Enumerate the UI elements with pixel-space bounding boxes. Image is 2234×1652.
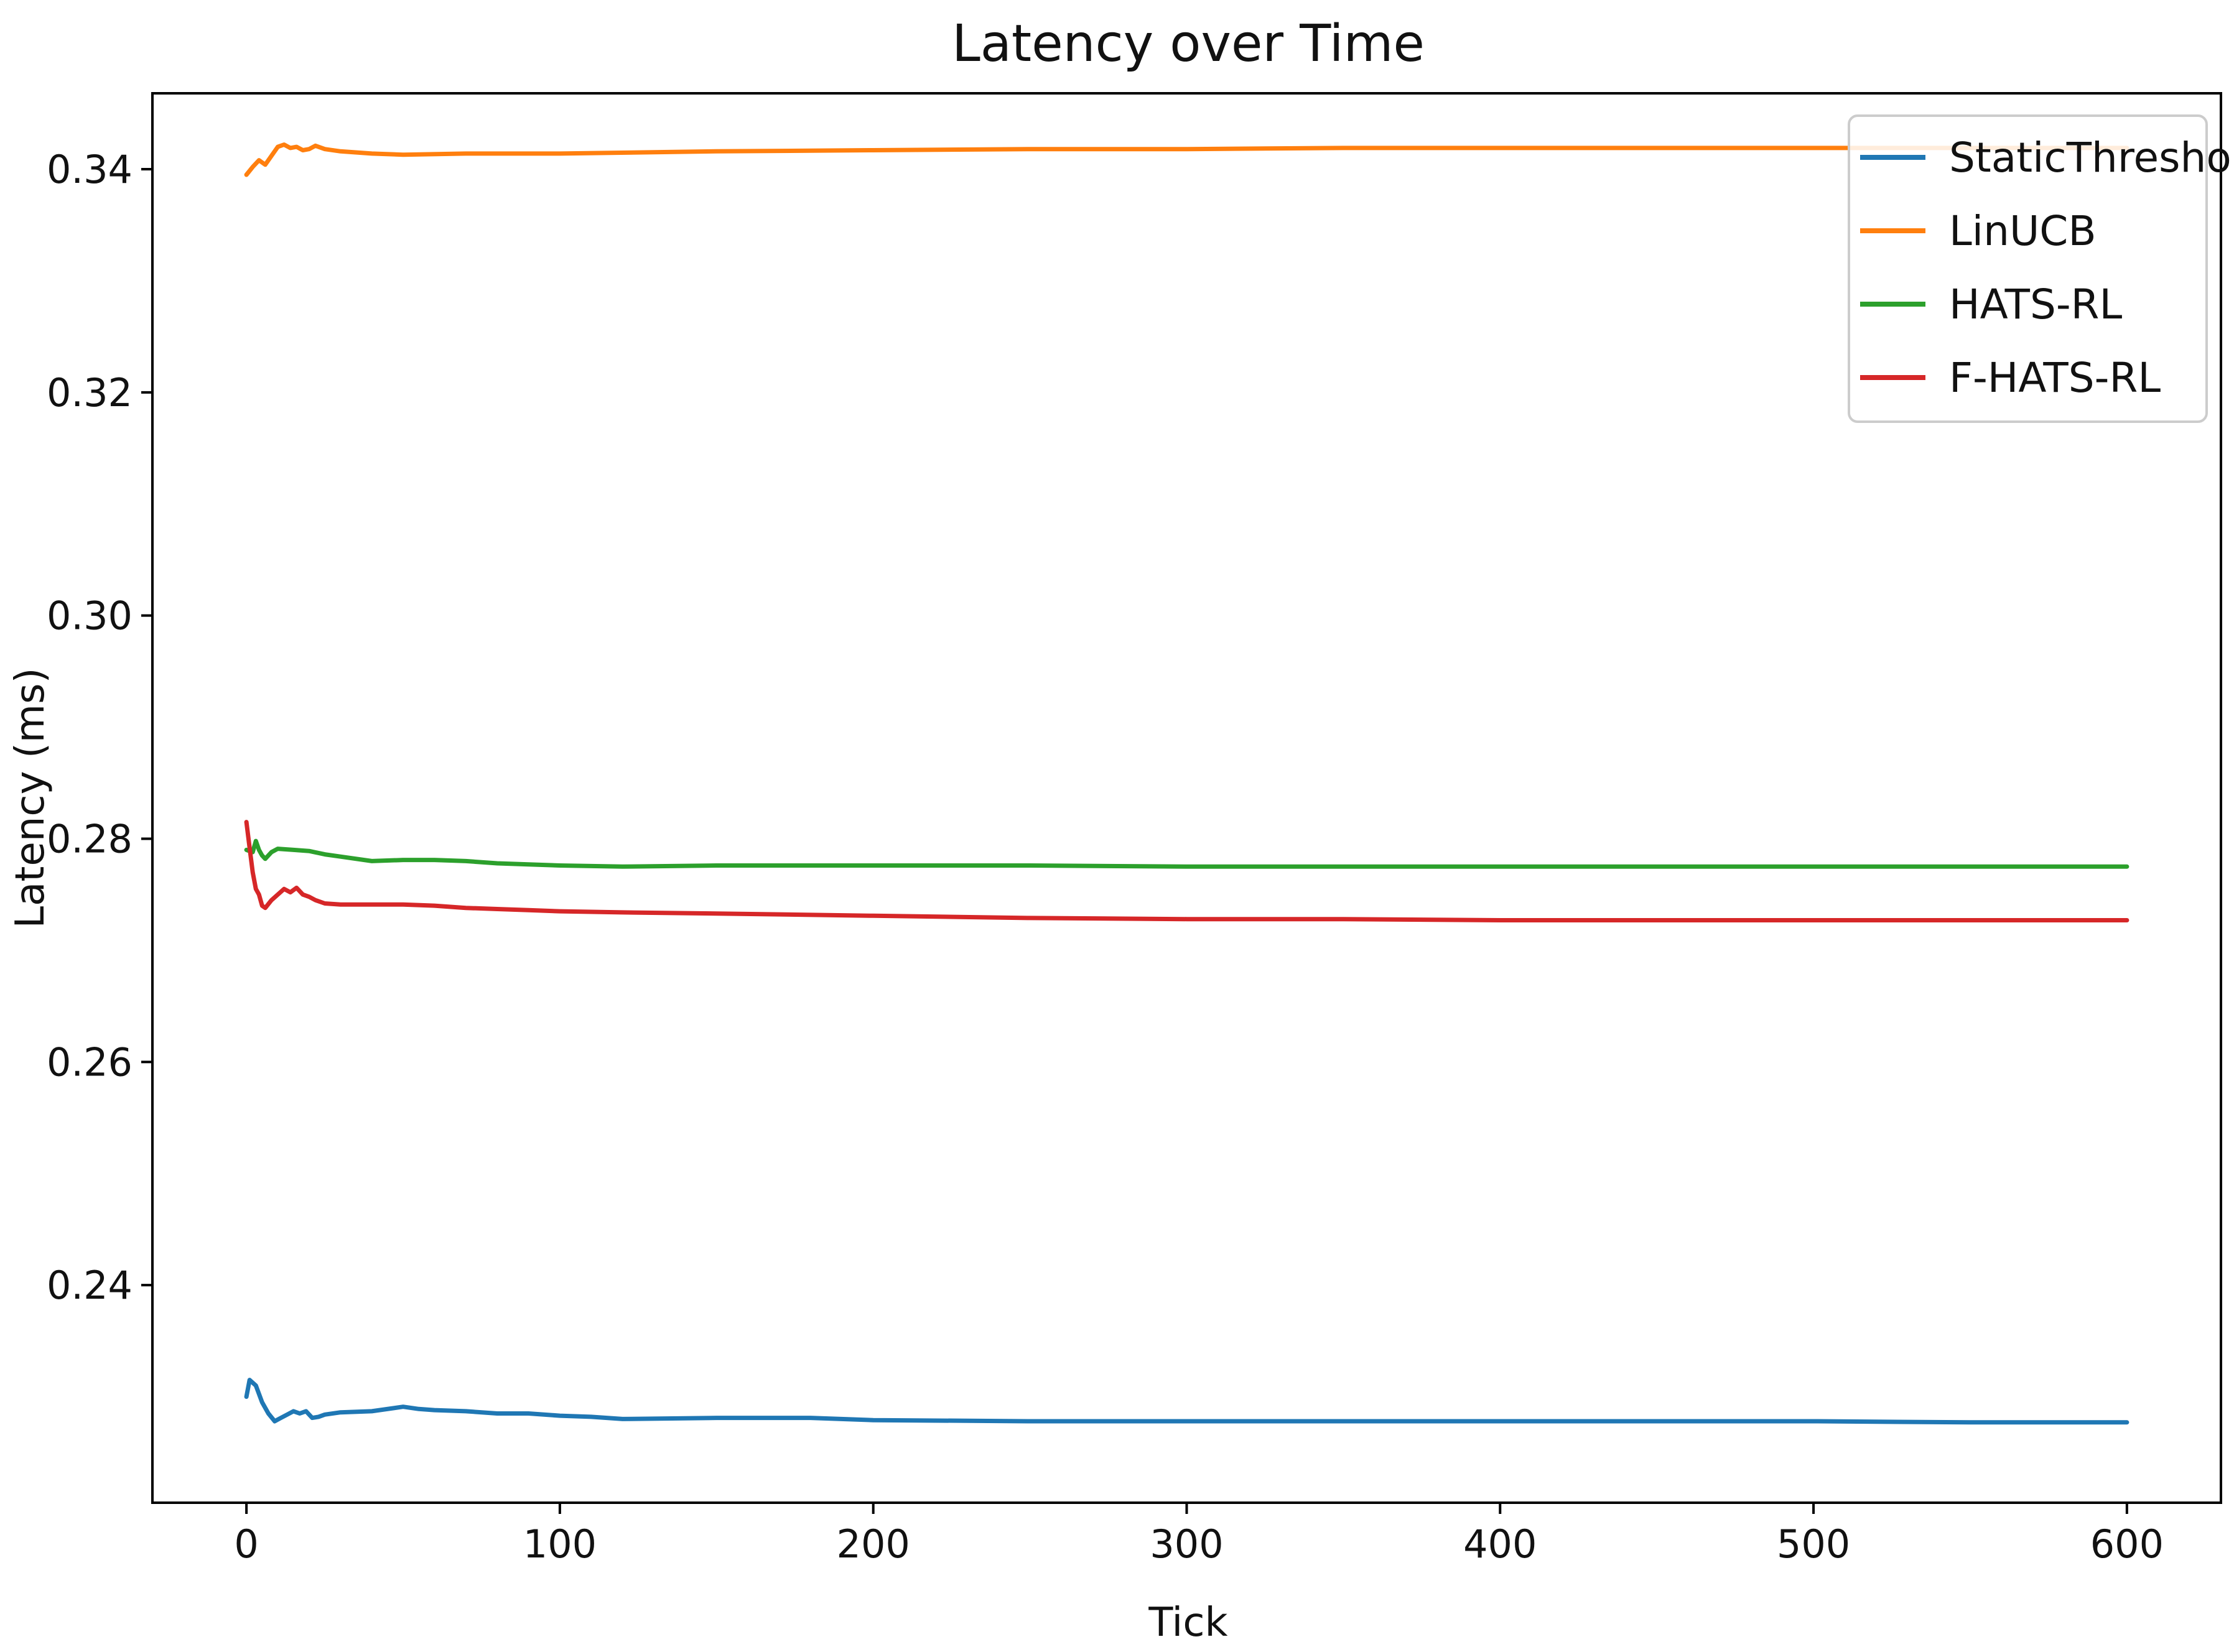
y-tick-label: 0.30 [47, 593, 133, 639]
x-tick-label: 600 [2090, 1521, 2164, 1567]
y-tick-label: 0.28 [47, 816, 133, 861]
legend-entries: StaticThreshold LinUCB HATS-RL F-HATS-RL [1860, 134, 2234, 402]
chart-title: Latency over Time [952, 14, 1425, 73]
y-axis-label: Latency (ms) [7, 668, 54, 929]
legend-label-linucb: LinUCB [1949, 207, 2097, 255]
x-tick-label: 500 [1777, 1521, 1850, 1567]
legend-label-staticthreshold: StaticThreshold [1949, 134, 2234, 182]
x-tick-label: 400 [1463, 1521, 1537, 1567]
x-tick-label: 200 [837, 1521, 910, 1567]
legend: StaticThreshold LinUCB HATS-RL F-HATS-RL [1848, 114, 2234, 423]
series-line-staticthreshold [244, 1378, 2129, 1425]
legend-label-f-hats-rl: F-HATS-RL [1949, 354, 2161, 402]
legend-label-hats-rl: HATS-RL [1949, 281, 2123, 328]
series-line-hats-rl [244, 838, 2129, 869]
x-axis-label: Tick [1148, 1600, 1227, 1646]
x-tick-label: 100 [523, 1521, 597, 1567]
x-tick-label: 0 [234, 1521, 258, 1567]
series-line-f-hats-rl [244, 820, 2129, 922]
y-tick-label: 0.32 [47, 370, 133, 415]
y-tick-label: 0.24 [47, 1263, 133, 1308]
series-line-linucb [244, 142, 2129, 177]
x-tick-label: 300 [1150, 1521, 1223, 1567]
plot-frame [151, 92, 2222, 1504]
axis-ticks: 0 100 200 300 400 500 600 0.24 0.26 0.28 0.30 0.32 0… [47, 147, 2164, 1567]
y-tick-label: 0.34 [47, 147, 133, 192]
legend-frame [1848, 114, 2208, 423]
series-lines [244, 142, 2129, 1425]
y-tick-label: 0.26 [47, 1039, 133, 1085]
